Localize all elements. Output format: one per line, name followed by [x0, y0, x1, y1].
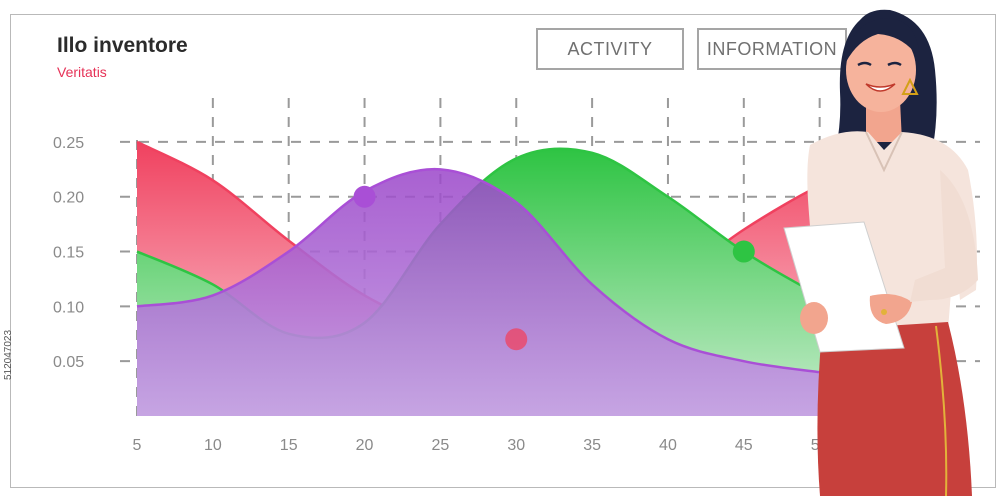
x-tick-label: 35	[583, 437, 601, 454]
y-tick-label: 0.10	[53, 299, 84, 316]
x-axis-ticks: 5101520253035404550	[133, 437, 829, 454]
chart-panel	[10, 14, 996, 488]
face	[846, 28, 916, 112]
series-markers	[353, 185, 755, 351]
chart-title: Illo inventore	[57, 34, 188, 57]
marker-green	[732, 240, 755, 263]
skirt-seam	[935, 325, 948, 496]
x-tick-label: 45	[735, 437, 753, 454]
sleeve	[910, 170, 978, 302]
left-eye	[857, 61, 872, 67]
left-hand	[800, 302, 828, 334]
marker-red	[505, 328, 528, 351]
x-tick-label: 5	[133, 437, 142, 454]
tab-information[interactable]: INFORMATION	[697, 28, 847, 70]
smile	[865, 83, 896, 92]
x-tick-label: 10	[204, 437, 222, 454]
y-tick-label: 0.20	[53, 190, 84, 207]
x-tick-label: 30	[507, 437, 525, 454]
skirt	[817, 322, 972, 496]
right-hand	[869, 294, 912, 324]
right-eye	[887, 61, 902, 67]
y-tick-label: 0.15	[53, 245, 84, 262]
image-id-watermark: 512047023	[3, 329, 14, 380]
earring	[901, 77, 919, 95]
line-series-purple	[136, 167, 851, 376]
x-tick-label: 40	[659, 437, 677, 454]
y-tick-label: 0.25	[53, 135, 84, 152]
y-tick-label: 0.05	[53, 354, 84, 371]
hair-fringe	[846, 18, 920, 62]
ring	[881, 309, 887, 315]
x-tick-label: 20	[356, 437, 374, 454]
tab-activity[interactable]: ACTIVITY	[536, 28, 684, 70]
collar	[865, 131, 903, 173]
x-tick-label: 15	[280, 437, 298, 454]
x-tick-label: 25	[432, 437, 450, 454]
y-axis-ticks: 0.05 0.10 0.15 0.20 0.25	[53, 135, 84, 371]
chart-subtitle: Veritatis	[57, 64, 107, 80]
marker-purple	[353, 185, 376, 208]
